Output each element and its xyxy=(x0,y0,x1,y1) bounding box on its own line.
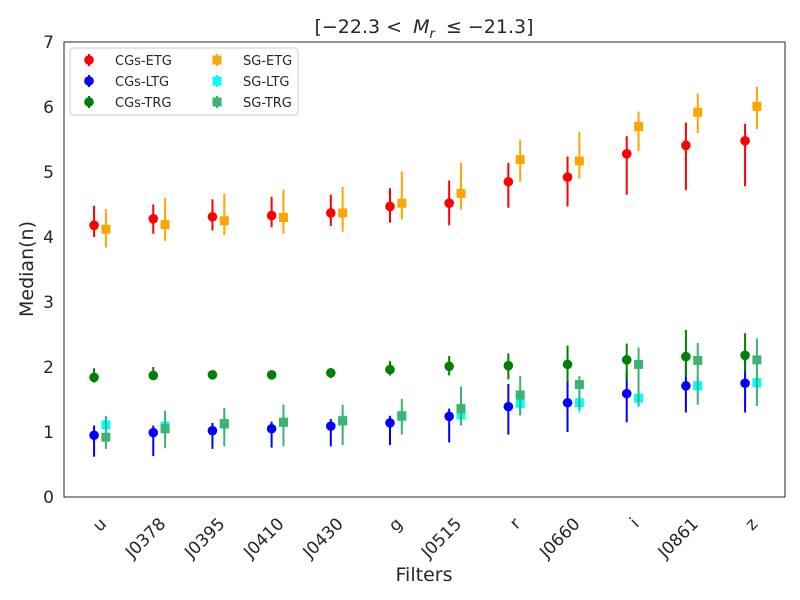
data-point xyxy=(444,198,454,208)
legend-marker xyxy=(212,55,222,65)
x-axis-label: Filters xyxy=(396,564,453,586)
data-point xyxy=(397,411,407,421)
legend-marker xyxy=(84,97,94,107)
data-point xyxy=(515,155,525,165)
y-tick-label: 4 xyxy=(43,228,54,248)
data-point xyxy=(752,355,762,365)
data-point xyxy=(326,421,336,431)
data-point xyxy=(444,361,454,372)
data-point xyxy=(456,188,466,198)
data-point xyxy=(89,430,99,441)
legend: CGs-ETG CGs-LTG CGs-TRG SG-ETG SG-LTG SG-TRG xyxy=(69,47,299,116)
y-axis-label: Median(n) xyxy=(16,221,38,317)
y-tick-label: 6 xyxy=(43,98,54,118)
data-point xyxy=(634,359,644,369)
legend-label: SG-LTG xyxy=(243,75,289,90)
data-point xyxy=(444,411,454,422)
legend-label: SG-TRG xyxy=(243,96,292,111)
data-point xyxy=(574,380,584,390)
data-point xyxy=(326,368,336,378)
data-point xyxy=(266,370,277,380)
chart-title-var: M xyxy=(413,16,429,38)
series-CGs-ETG xyxy=(89,122,750,237)
data-point xyxy=(681,381,691,391)
legend-marker xyxy=(212,76,222,86)
legend-marker xyxy=(84,55,94,65)
data-point xyxy=(160,424,170,434)
y-axis-ticks: 0 1 2 3 4 5 6 7 xyxy=(43,33,54,508)
data-point xyxy=(503,401,514,412)
data-point xyxy=(278,213,288,222)
data-point xyxy=(385,418,395,428)
series-CGs-LTG xyxy=(89,360,750,457)
chart-title-prefix: [−22.3 < xyxy=(314,16,402,38)
data-point xyxy=(89,372,99,383)
data-point xyxy=(456,404,466,414)
chart-title-suffix: ≤ −21.3] xyxy=(446,16,534,38)
data-point xyxy=(681,140,691,151)
legend-label: CGs-TRG xyxy=(115,96,171,111)
data-point xyxy=(752,101,762,111)
data-point xyxy=(148,427,159,438)
data-point xyxy=(101,224,111,234)
series-SG-ETG xyxy=(101,86,762,248)
data-point xyxy=(219,216,229,226)
data-point xyxy=(385,364,395,375)
data-point xyxy=(562,359,573,370)
data-point xyxy=(621,355,632,365)
y-tick-label: 1 xyxy=(43,423,54,443)
y-tick-label: 3 xyxy=(43,293,54,313)
y-tick-label: 7 xyxy=(43,33,54,53)
data-point xyxy=(740,378,750,389)
data-point xyxy=(740,350,750,361)
chart-title-sub: r xyxy=(430,27,437,42)
data-point xyxy=(634,122,644,131)
legend-label: SG-ETG xyxy=(243,54,292,69)
data-point xyxy=(266,210,277,221)
data-point xyxy=(681,351,691,362)
data-point xyxy=(266,423,277,434)
data-point xyxy=(148,214,159,224)
data-point xyxy=(385,201,395,212)
data-point xyxy=(503,360,514,371)
data-point xyxy=(503,176,514,187)
chart-title: [−22.3 < Mr ≤ −21.3] xyxy=(314,16,533,43)
legend-label: CGs-ETG xyxy=(115,54,172,69)
data-point xyxy=(278,417,288,427)
data-point xyxy=(219,419,229,429)
data-point xyxy=(207,425,218,436)
data-point xyxy=(338,208,348,218)
data-point xyxy=(101,432,111,442)
data-point xyxy=(693,356,703,365)
data-point xyxy=(326,208,336,218)
data-point xyxy=(621,149,632,159)
data-point xyxy=(740,136,750,146)
y-tick-label: 2 xyxy=(43,358,54,378)
legend-label: CGs-LTG xyxy=(115,75,169,90)
legend-marker xyxy=(212,97,222,107)
data-point xyxy=(397,198,407,208)
plot-frame xyxy=(63,41,786,498)
data-point xyxy=(207,212,218,222)
data-point xyxy=(562,172,573,182)
data-point xyxy=(148,370,159,381)
data-point xyxy=(160,220,170,230)
data-point xyxy=(574,156,584,166)
series-CGs-TRG xyxy=(89,329,750,383)
plot-area xyxy=(89,86,762,457)
legend-box xyxy=(69,47,299,116)
y-tick-label: 5 xyxy=(43,163,54,183)
data-point xyxy=(89,220,99,231)
y-tick-label: 0 xyxy=(43,488,54,508)
series-SG-TRG xyxy=(101,338,762,449)
data-point xyxy=(693,107,703,117)
data-point xyxy=(621,388,632,399)
data-point xyxy=(338,416,348,426)
legend-marker xyxy=(84,76,94,86)
data-point xyxy=(515,390,525,400)
data-point xyxy=(562,397,573,408)
data-point xyxy=(207,370,218,380)
